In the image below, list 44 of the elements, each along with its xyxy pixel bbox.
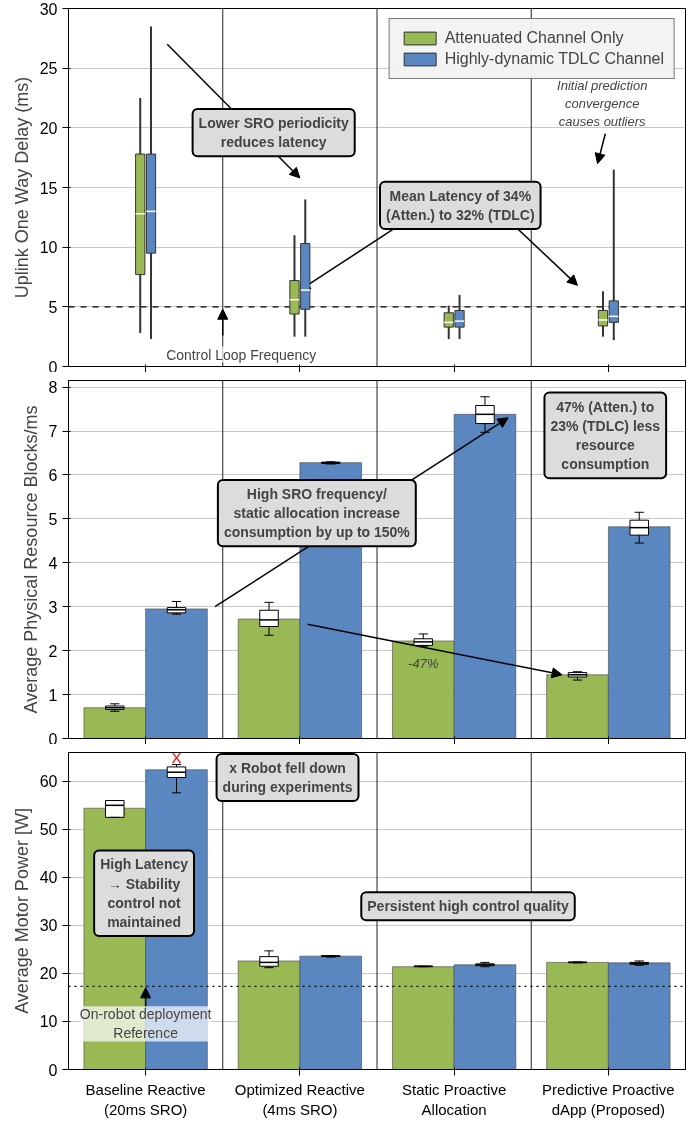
x-tick-label: Static Proactive Allocation [402, 1080, 507, 1118]
y-tick-label: 10 [39, 239, 58, 257]
y-tick-label: 10 [39, 1013, 58, 1031]
y-tick-label: 60 [39, 773, 58, 791]
legend-label: Highly-dynamic TDLC Channel [444, 50, 664, 68]
y-axis-title: Average Motor Power [W] [11, 808, 32, 1014]
y-tick-label: 5 [48, 510, 58, 528]
y-tick-label: 30 [39, 917, 58, 935]
y-tick-label: 0 [48, 1061, 58, 1079]
y-tick-label: 40 [39, 869, 58, 887]
y-tick-label: 20 [39, 965, 58, 983]
legend-label: On-robot deployment Reference [79, 1006, 212, 1042]
y-tick-label: 2 [48, 642, 58, 660]
ref-line-label: Control Loop Frequency [166, 346, 317, 363]
y-axis-title: Uplink One Way Delay (ms) [11, 76, 32, 299]
y-tick-label: 25 [39, 60, 58, 78]
y-tick-label: 3 [48, 598, 58, 616]
y-tick-label: 15 [39, 179, 58, 197]
annotation: Initial prediction convergence causes outliers [557, 78, 648, 130]
y-tick-label: 6 [48, 466, 58, 484]
y-tick-label: 4 [48, 554, 58, 572]
y-tick-label: 1 [48, 686, 58, 704]
annotation: Lower SRO periodicity reduces latency [198, 115, 349, 151]
y-tick-label: 8 [48, 379, 58, 397]
y-tick-label: 5 [48, 298, 58, 316]
x-tick-label: Baseline Reactive (20ms SRO) [85, 1080, 206, 1118]
y-tick-label: 0 [48, 358, 58, 376]
y-tick-label: 0 [48, 730, 58, 748]
y-tick-label: 7 [48, 423, 58, 441]
y-tick-label: 30 [39, 0, 58, 18]
y-axis-title: Average Physical Resource Blocks/ms [20, 405, 41, 714]
x-tick-label: Predictive Proactive dApp (Proposed) [542, 1080, 675, 1118]
annotation: High Latency → Stability control not maintained [100, 856, 189, 931]
legend-label: Attenuated Channel Only [444, 29, 624, 47]
y-tick-label: 20 [39, 119, 58, 137]
annotation: High SRO frequency/ static allocation increase consumption by up to 150% [223, 485, 411, 541]
annotation: -47% [408, 656, 439, 672]
annotation: x Robot fell down during experiments [222, 759, 353, 796]
annotation: 47% (Atten.) to 23% (TDLC) less resource consumption [550, 398, 661, 473]
annotation: X [171, 749, 182, 767]
annotation: Mean Latency of 34% (Atten.) to 32% (TDLC) [386, 187, 535, 223]
annotation: Persistent high control quality [367, 898, 569, 915]
y-tick-label: 50 [39, 821, 58, 839]
x-tick-label: Optimized Reactive (4ms SRO) [234, 1080, 365, 1118]
